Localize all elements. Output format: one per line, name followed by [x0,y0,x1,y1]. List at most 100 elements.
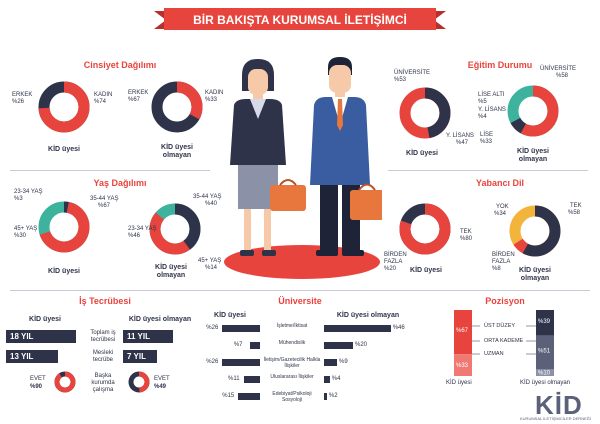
university-nonkid-value: %4 [331,376,341,382]
education-title: Eğitim Durumu [467,60,533,70]
title-banner [154,8,446,30]
education-nonkid-ylisans-value: %4 [478,114,487,120]
position-kid-caption: KİD üyesi [446,380,472,386]
university-title: Üniversite [278,296,322,306]
experience-nonkid-prof-bar: 7 YIL [123,350,157,363]
university-nonkid-heading: KİD üyesi olmayan [336,312,400,319]
position-level-bg [480,335,526,343]
kid-logo-subtitle: KURUMSAL İLETİŞİMCİLER DERNEĞİ [520,416,591,421]
university-field-label: İşletme/İktisat [276,323,308,329]
education-kid-uni-value: %53 [394,77,407,83]
university-kid-value: %26 [206,325,219,331]
university-kid-bar [238,393,260,400]
position-kid-uzman-value: %33 [456,363,469,369]
language-kid-birden-value: %20 [384,266,397,272]
age-kid-b-label: 35-44 YAŞ [90,196,119,202]
experience-prof-label: Mesleki tecrübe [92,350,114,363]
position-level-bg [480,348,526,356]
experience-title: İş Tecrübesi [79,296,131,306]
age-kid-caption: KİD üyesi [48,268,80,275]
experience-kid-heading: KİD üyesi [29,316,61,323]
age-kid-a-value: %3 [14,196,23,202]
language-nonkid-yok-value: %34 [494,211,507,217]
experience-kid-total-bar: 18 YIL [6,330,76,343]
university-nonkid-bar [324,342,353,349]
age-kid-c-value: %30 [14,233,27,239]
position-kid-uzman-bar [454,354,472,376]
education-nonkid-lise-value: %33 [480,139,493,145]
position-nonkid-orta-bar [536,335,554,370]
university-nonkid-bar [324,393,327,400]
experience-nonkid-yes-donut [128,371,150,393]
age-nonkid-donut [149,203,201,255]
university-nonkid-value: %9 [339,359,348,365]
university-nonkid-value: %20 [355,342,368,348]
gender-nonkid-male-value: %67 [128,97,141,103]
language-nonkid-caption: KİD üyesi olmayan [519,267,551,282]
age-nonkid-c-value: %14 [205,265,218,271]
age-nonkid-b-value: %40 [205,201,218,207]
education-nonkid-lisealti-value: %5 [478,99,487,105]
gender-kid-caption: KİD üyesi [48,146,80,153]
position-title: Pozisyon [485,296,525,306]
university-kid-bar [249,342,260,349]
university-nonkid-bar [324,359,338,366]
experience-nonkid-heading: KİD üyesi olmayan [128,316,192,323]
experience-nonkid-yes-label: EVET [154,376,170,382]
age-nonkid-a-value: %46 [128,233,141,239]
position-nonkid-orta-value: %51 [538,349,551,355]
experience-kid-prof-bar: 13 YIL [6,350,58,363]
age-nonkid-a-label: 23-34 YAŞ [128,226,157,232]
education-nonkid-lisealti-label: LİSE ALTI [478,92,505,98]
experience-total-label: Toplam iş tecrübesi [90,330,116,343]
age-nonkid-caption: KİD üyesi olmayan [155,264,187,279]
position-level-label: ÜST DÜZEY [484,322,515,329]
university-kid-value: %15 [222,393,235,399]
university-kid-value: %11 [228,376,240,382]
age-kid-c-label: 45+ YAŞ [14,226,38,232]
education-kid-ylisans-value: %47 [456,140,469,146]
education-nonkid-donut [507,85,559,137]
section-divider-top [10,170,210,171]
language-kid-caption: KİD üyesi [410,267,442,274]
education-nonkid-ylisans-label: Y. LİSANS [478,107,506,113]
education-nonkid-lise-label: LİSE [480,132,494,138]
position-nonkid-ust-bar [536,310,554,336]
university-kid-bar [244,376,260,383]
university-nonkid-value: %2 [328,393,338,399]
people-illustration [224,57,382,279]
language-nonkid-tek-value: %58 [568,210,581,216]
gender-nonkid-male-label: ERKEK [128,90,149,96]
education-kid-ylisans-label: Y. LİSANS [446,133,474,139]
experience-nonkid-yes-value: %49 [154,384,167,390]
university-kid-value: %7 [233,342,243,348]
position-level-label: ORTA KADEME [484,338,524,344]
position-nonkid-caption: KİD üyesi olmayan [520,380,571,386]
gender-nonkid-female-value: %33 [205,97,218,103]
university-kid-bar [222,359,260,366]
age-kid-donut [38,201,90,253]
gender-kid-female-value: %74 [94,99,107,105]
experience-other-label: Başka kurumda çalışma [91,373,115,393]
gender-kid-female-label: KADIN [94,92,113,98]
education-nonkid-uni-value: %58 [556,73,569,79]
experience-kid-yes-value: %90 [30,384,43,390]
university-nonkid-bar [324,376,330,383]
gender-kid-male-label: ERKEK [12,92,33,98]
education-kid-caption: KİD üyesi [406,150,438,157]
language-nonkid-yok-label: YOK [496,204,509,210]
gender-title: Cinsiyet Dağılımı [83,60,157,70]
language-nonkid-donut [509,205,561,257]
position-nonkid-uzman-value: %10 [538,371,551,377]
gender-kid-male-value: %26 [12,99,25,105]
education-nonkid-caption: KİD üyesi olmayan [517,148,549,163]
education-kid-uni-label: ÜNİVERSİTE [394,70,431,76]
university-kid-heading: KİD üyesi [214,312,246,319]
gender-nonkid-donut [151,81,203,133]
experience-kid-yes-donut [54,371,76,393]
language-nonkid-birden-label: BİRDEN FAZLA [492,252,515,265]
age-nonkid-c-label: 45+ YAŞ [198,258,222,264]
language-nonkid-tek-label: TEK [570,203,582,209]
language-kid-tek-value: %80 [460,236,473,242]
